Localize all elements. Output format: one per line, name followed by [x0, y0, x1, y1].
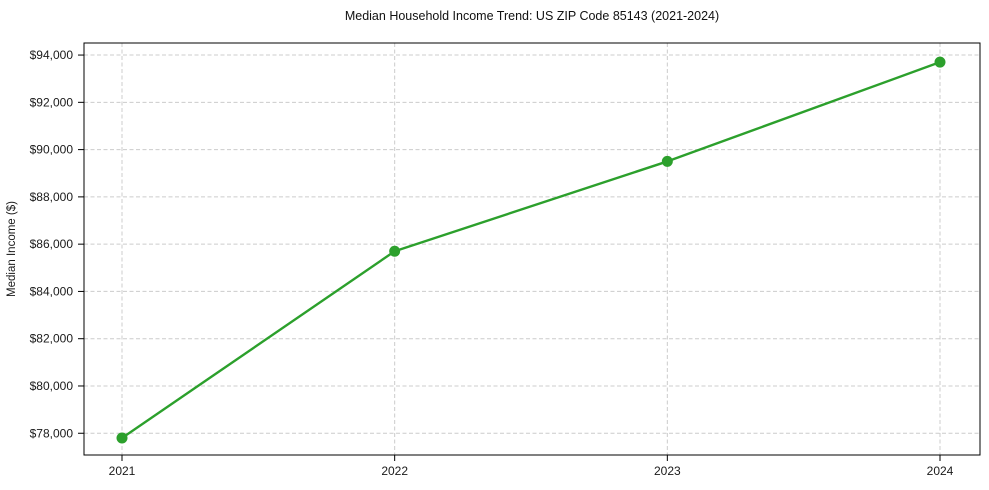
- axis-ticks: [78, 54, 941, 461]
- x-tick-label: 2021: [109, 464, 136, 478]
- data-point-2023: [661, 155, 673, 167]
- x-tick-label: 2024: [927, 464, 954, 478]
- y-tick-label: $88,000: [30, 190, 74, 204]
- chart-title: Median Household Income Trend: US ZIP Co…: [344, 9, 720, 23]
- income-trend-line: [120, 60, 942, 440]
- gridlines: [84, 43, 980, 455]
- y-tick-label: $90,000: [30, 143, 74, 157]
- y-tick-label: $78,000: [30, 426, 74, 440]
- data-point-2024: [934, 56, 946, 68]
- y-tick-label: $80,000: [30, 379, 74, 393]
- axis-tick-labels: $78,000 $80,000 $82,000 $84,000 $86,000 $88,0…: [30, 48, 954, 478]
- data-point-2021: [116, 432, 128, 444]
- y-tick-label: $84,000: [30, 284, 74, 298]
- plot-border: [83, 42, 981, 456]
- y-axis-label: Median Income ($): [6, 201, 18, 297]
- data-point-2022: [389, 245, 401, 257]
- x-tick-label: 2023: [654, 464, 681, 478]
- y-tick-label: $82,000: [30, 332, 74, 346]
- y-tick-label: $86,000: [30, 237, 74, 251]
- x-tick-label: 2022: [381, 464, 408, 478]
- y-tick-label: $92,000: [30, 95, 74, 109]
- y-tick-label: $94,000: [30, 48, 74, 62]
